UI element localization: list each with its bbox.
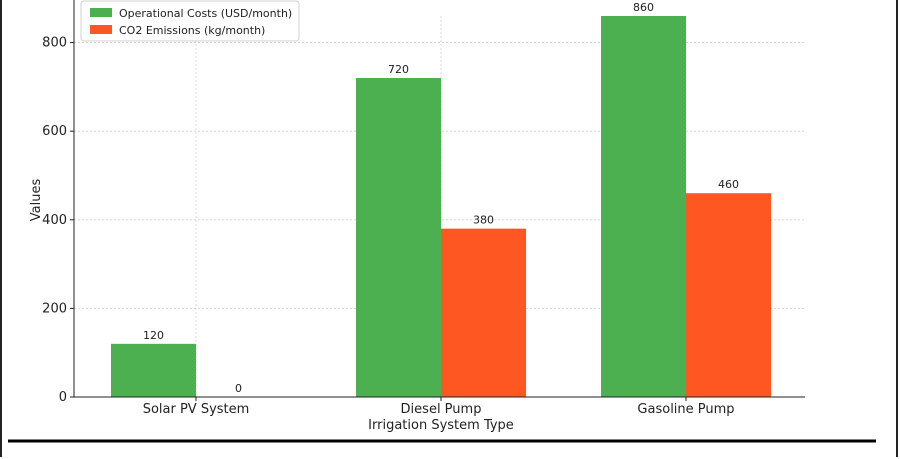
- legend-label: Operational Costs (USD/month): [119, 7, 292, 20]
- bar: [601, 16, 686, 397]
- legend: Operational Costs (USD/month) CO2 Emissio…: [80, 0, 300, 42]
- bar: [686, 193, 771, 397]
- x-tick-label: Diesel Pump: [401, 402, 482, 417]
- x-axis-title: Irrigation System Type: [368, 418, 514, 433]
- y-ticks: 0 200 400 600 800: [42, 36, 74, 405]
- bar-value-label: 120: [143, 329, 164, 342]
- bar: [356, 78, 441, 397]
- bar: [111, 343, 196, 397]
- y-tick-label: 800: [42, 36, 67, 51]
- bar-value-label: 0: [235, 382, 242, 395]
- data-labels: 120 720 860 0 380 460: [143, 1, 739, 395]
- legend-swatch: [90, 25, 112, 34]
- bar-value-label: 460: [718, 178, 739, 191]
- y-tick-label: 600: [42, 124, 67, 139]
- bar-value-label: 380: [473, 214, 494, 227]
- legend-box: [80, 0, 300, 42]
- y-axis-title: Values: [29, 179, 44, 222]
- bar-value-label: 860: [633, 1, 654, 14]
- bar: [441, 228, 526, 397]
- y-tick-label: 400: [42, 213, 67, 228]
- y-tick-label: 0: [59, 390, 67, 405]
- x-ticks: Solar PV System Diesel Pump Gasoline Pump: [143, 397, 735, 417]
- legend-swatch: [90, 8, 112, 17]
- bars: [111, 16, 771, 397]
- x-tick-label: Gasoline Pump: [637, 402, 734, 417]
- bar-value-label: 720: [388, 63, 409, 76]
- legend-label: CO2 Emissions (kg/month): [119, 24, 265, 37]
- y-tick-label: 200: [42, 301, 67, 316]
- x-tick-label: Solar PV System: [143, 402, 250, 417]
